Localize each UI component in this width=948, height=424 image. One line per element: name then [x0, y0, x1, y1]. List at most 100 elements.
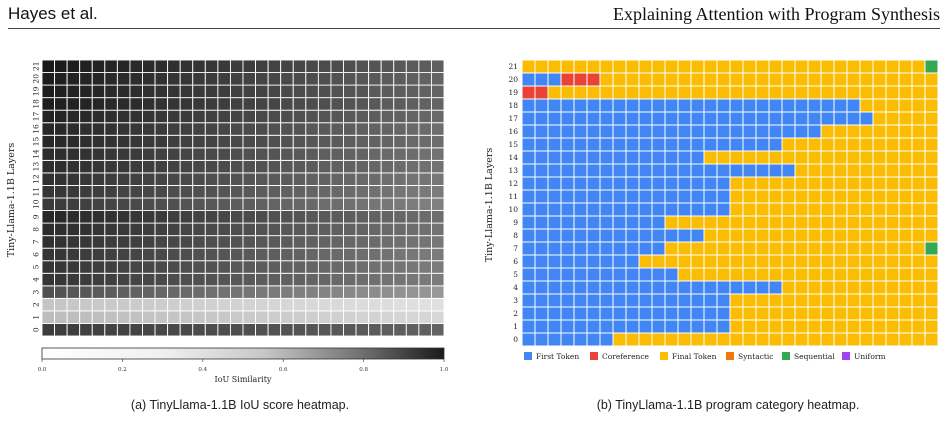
iou-cell [179, 222, 194, 237]
category-cell [586, 293, 601, 308]
iou-cell [66, 97, 81, 111]
iou-cell [418, 97, 432, 111]
category-cell [586, 228, 601, 243]
category-cell [781, 215, 796, 230]
category-cell [807, 176, 822, 191]
iou-cell [280, 59, 294, 73]
category-cell [781, 111, 796, 126]
category-cell [807, 254, 822, 269]
iou-cell [154, 134, 169, 149]
iou-cell [104, 247, 118, 262]
category-cell [872, 267, 887, 282]
category-cell [885, 280, 900, 295]
category-cell [872, 98, 887, 113]
iou-cell [104, 185, 118, 199]
iou-cell [116, 84, 131, 99]
category-cell [781, 176, 796, 191]
iou-cell [66, 84, 81, 99]
category-cell [664, 189, 679, 204]
iou-cell [116, 159, 131, 174]
category-cell [755, 267, 770, 282]
iou-cell [142, 72, 156, 86]
iou-cell [405, 97, 420, 111]
iou-cell [167, 210, 181, 224]
category-cell [924, 254, 939, 269]
category-cell [677, 215, 692, 230]
iou-cell [129, 185, 143, 199]
category-cell [781, 137, 796, 152]
iou-cell [255, 72, 269, 86]
iou-cell [217, 109, 231, 124]
category-ytick-label: 2 [513, 309, 518, 318]
iou-cell [343, 122, 357, 136]
category-cell [859, 85, 874, 100]
category-cell [625, 215, 640, 230]
category-cell [690, 319, 705, 334]
iou-cell [343, 97, 357, 111]
category-cell [781, 59, 796, 74]
category-cell [690, 124, 705, 139]
category-cell [846, 202, 861, 217]
iou-cell [154, 159, 169, 174]
category-cell [807, 150, 822, 165]
category-cell [586, 306, 601, 321]
iou-cell [267, 72, 282, 86]
category-cell [859, 293, 874, 308]
category-cell [612, 215, 627, 230]
iou-cell [41, 147, 56, 161]
iou-cell [380, 172, 395, 186]
category-cell [911, 254, 926, 269]
category-cell [846, 150, 861, 165]
iou-cell [317, 247, 332, 262]
category-cell [703, 293, 718, 308]
category-cell [521, 59, 536, 74]
category-cell [781, 267, 796, 282]
iou-cell [255, 97, 269, 111]
iou-cell [116, 285, 131, 299]
category-cell [768, 254, 783, 269]
iou-cell [405, 285, 420, 299]
category-cell [729, 189, 744, 204]
category-cell [664, 59, 679, 74]
category-cell [820, 176, 835, 191]
iou-cell [79, 222, 93, 237]
iou-cell [167, 197, 181, 211]
category-cell [729, 111, 744, 126]
iou-cell [292, 185, 307, 199]
category-cell [586, 319, 601, 334]
iou-cell [430, 159, 445, 174]
iou-cell [368, 222, 382, 237]
category-cell [534, 176, 549, 191]
category-cell [885, 293, 900, 308]
iou-cell [380, 222, 395, 237]
category-cell [859, 137, 874, 152]
category-cell [638, 293, 653, 308]
iou-cell [267, 297, 282, 312]
iou-cell [418, 134, 432, 149]
iou-cell [179, 310, 194, 324]
category-cell [729, 59, 744, 74]
iou-cell [355, 159, 370, 174]
iou-cell [393, 84, 407, 99]
iou-cell [154, 59, 169, 73]
category-cell [651, 124, 666, 139]
iou-cell [116, 235, 131, 249]
iou-cell [255, 272, 269, 287]
iou-ytick-label: 5 [32, 264, 41, 269]
iou-cell [343, 323, 357, 337]
iou-cell [192, 159, 206, 174]
category-cell [872, 163, 887, 178]
category-cell [898, 111, 913, 126]
category-cell [521, 176, 536, 191]
category-cell [547, 319, 562, 334]
category-cell [599, 137, 614, 152]
category-cell [703, 124, 718, 139]
colorbar-tick-label: 0.6 [279, 367, 288, 373]
category-cell [924, 85, 939, 100]
category-cell [625, 150, 640, 165]
iou-cell [255, 210, 269, 224]
category-cell [703, 98, 718, 113]
category-cell [833, 72, 848, 87]
iou-cell [154, 84, 169, 99]
iou-cell [79, 285, 93, 299]
